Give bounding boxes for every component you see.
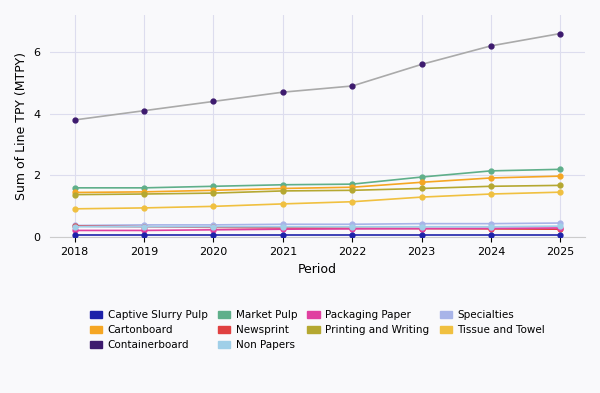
X-axis label: Period: Period xyxy=(298,263,337,275)
Y-axis label: Sum of Line TPY (MTPY): Sum of Line TPY (MTPY) xyxy=(15,52,28,200)
Legend: Captive Slurry Pulp, Cartonboard, Containerboard, Market Pulp, Newsprint, Non Pa: Captive Slurry Pulp, Cartonboard, Contai… xyxy=(85,305,550,356)
